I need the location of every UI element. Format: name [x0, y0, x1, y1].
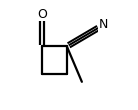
Text: N: N — [99, 18, 108, 31]
Text: O: O — [37, 8, 47, 21]
